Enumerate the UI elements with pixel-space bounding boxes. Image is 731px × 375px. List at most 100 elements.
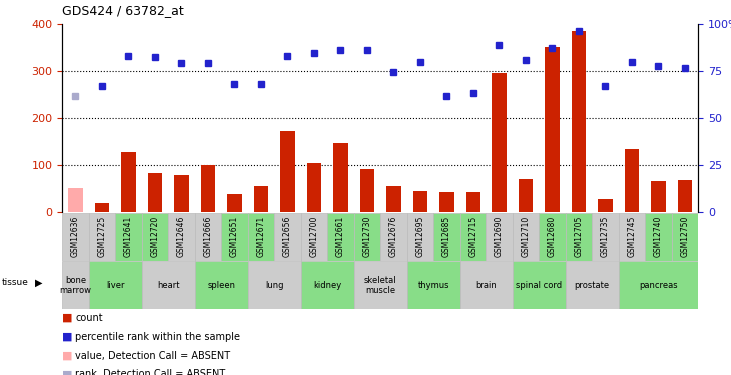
Bar [406,261,460,309]
Text: GSM12636: GSM12636 [71,216,80,257]
Bar [280,131,295,212]
Bar [142,213,168,261]
Text: ■: ■ [62,351,72,361]
Bar [618,213,645,261]
Text: skeletal
muscle: skeletal muscle [364,276,396,295]
Text: GSM12695: GSM12695 [415,216,425,257]
Text: GSM12705: GSM12705 [575,216,583,257]
Bar [439,192,454,212]
Bar [115,213,142,261]
Bar [512,213,539,261]
Text: heart: heart [157,281,179,290]
Text: percentile rank within the sample: percentile rank within the sample [75,332,240,342]
Bar [678,180,692,212]
Bar [300,261,354,309]
Bar [62,261,88,309]
Bar [194,261,248,309]
Bar [121,152,136,212]
Bar [306,163,321,212]
Text: GSM12676: GSM12676 [389,216,398,257]
Text: spinal cord: spinal cord [516,281,562,290]
Bar [539,213,566,261]
Text: GSM12641: GSM12641 [124,216,133,257]
Bar [94,203,109,212]
Text: GSM12740: GSM12740 [654,216,663,257]
Text: GSM12725: GSM12725 [97,216,107,257]
Bar [672,213,698,261]
Bar [254,186,268,212]
Bar [68,188,83,212]
Text: GSM12661: GSM12661 [336,216,345,257]
Text: lung: lung [265,281,284,290]
Text: GSM12750: GSM12750 [681,216,689,257]
Bar [386,186,401,212]
Text: GSM12666: GSM12666 [203,216,213,257]
Bar [566,213,592,261]
Text: GSM12671: GSM12671 [257,216,265,257]
Bar [227,194,242,212]
Text: value, Detection Call = ABSENT: value, Detection Call = ABSENT [75,351,230,361]
Bar [512,261,566,309]
Text: GSM12700: GSM12700 [309,216,319,257]
Bar [518,179,533,212]
Bar [327,213,354,261]
Bar [380,213,406,261]
Bar [248,261,300,309]
Bar [360,169,374,212]
Text: GSM12656: GSM12656 [283,216,292,257]
Text: GSM12735: GSM12735 [601,216,610,257]
Text: GSM12720: GSM12720 [151,216,159,257]
Bar [566,261,618,309]
Bar [248,213,274,261]
Bar [142,261,194,309]
Text: liver: liver [106,281,124,290]
Bar [572,32,586,212]
Bar [592,213,618,261]
Text: GSM12715: GSM12715 [469,216,477,257]
Text: kidney: kidney [313,281,341,290]
Text: ■: ■ [62,332,72,342]
Text: thymus: thymus [417,281,449,290]
Bar [88,261,142,309]
Text: tissue: tissue [1,279,29,288]
Bar [645,213,672,261]
Text: rank, Detection Call = ABSENT: rank, Detection Call = ABSENT [75,369,226,375]
Text: GSM12651: GSM12651 [230,216,239,257]
Bar [88,213,115,261]
Bar [200,165,215,212]
Text: bone
marrow: bone marrow [59,276,91,295]
Bar [406,213,433,261]
Text: GSM12680: GSM12680 [548,216,557,257]
Bar [148,173,162,212]
Text: brain: brain [475,281,497,290]
Bar [598,199,613,212]
Bar [624,148,639,212]
Bar [194,213,221,261]
Bar [466,192,480,212]
Text: spleen: spleen [207,281,235,290]
Text: GDS424 / 63782_at: GDS424 / 63782_at [62,4,184,17]
Bar [486,213,512,261]
Text: prostate: prostate [575,281,610,290]
Text: ■: ■ [62,369,72,375]
Bar [300,213,327,261]
Bar [460,213,486,261]
Text: ▶: ▶ [35,278,42,288]
Bar [221,213,248,261]
Bar [412,191,427,212]
Text: GSM12685: GSM12685 [442,216,451,257]
Bar [333,142,348,212]
Bar [545,47,560,212]
Bar [354,213,380,261]
Bar [174,176,189,212]
Bar [492,73,507,212]
Bar [460,261,512,309]
Bar [354,261,406,309]
Text: GSM12646: GSM12646 [177,216,186,257]
Text: count: count [75,313,103,323]
Text: GSM12745: GSM12745 [627,216,637,257]
Bar [651,182,666,212]
Text: GSM12710: GSM12710 [521,216,531,257]
Text: pancreas: pancreas [639,281,678,290]
Bar [62,213,88,261]
